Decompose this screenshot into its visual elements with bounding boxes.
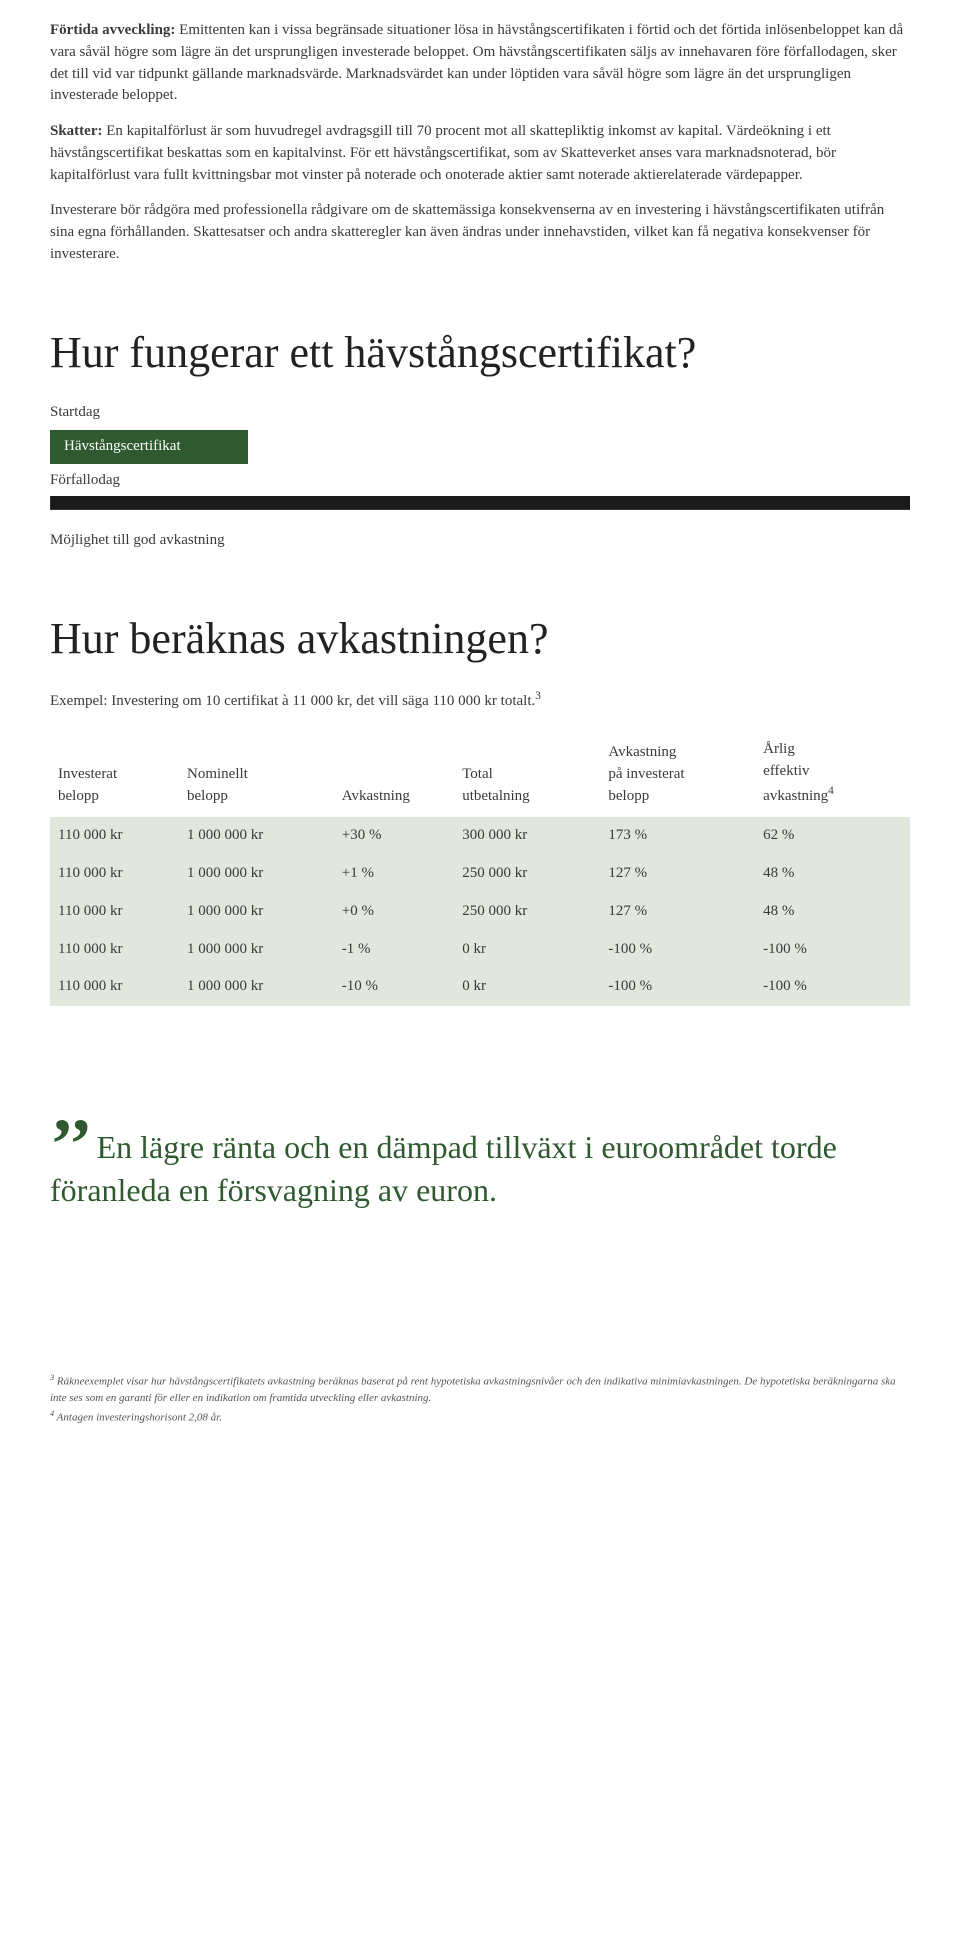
text-skatter: En kapitalförlust är som huvudregel avdr… bbox=[50, 123, 836, 183]
table-cell: 250 000 kr bbox=[454, 855, 600, 893]
footnotes: 3 Räkneexemplet visar hur hävstångscerti… bbox=[50, 1372, 910, 1425]
table-cell: 173 % bbox=[600, 817, 755, 855]
bar-timeline bbox=[50, 496, 910, 510]
table-cell: 300 000 kr bbox=[454, 817, 600, 855]
table-row: 110 000 kr1 000 000 kr+30 %300 000 kr173… bbox=[50, 817, 910, 855]
table-cell: 0 kr bbox=[454, 968, 600, 1006]
table-cell: 1 000 000 kr bbox=[179, 968, 334, 1006]
table-cell: 1 000 000 kr bbox=[179, 855, 334, 893]
paragraph-fortida: Förtida avveckling: Emittenten kan i vis… bbox=[50, 20, 910, 107]
table-cell: 110 000 kr bbox=[50, 855, 179, 893]
bar-hävstångscertifikat: Hävstångscertifikat bbox=[50, 430, 248, 464]
table-row: 110 000 kr1 000 000 kr-1 %0 kr-100 %-100… bbox=[50, 931, 910, 969]
heading-hur-beraknas: Hur beräknas avkastningen? bbox=[50, 607, 910, 671]
paragraph-skatter: Skatter: En kapitalförlust är som huvudr… bbox=[50, 121, 910, 186]
label-skatter: Skatter: bbox=[50, 123, 103, 139]
text-fortida: Emittenten kan i vissa begränsade situat… bbox=[50, 22, 903, 103]
table-cell: -10 % bbox=[334, 968, 454, 1006]
table-cell: 0 kr bbox=[454, 931, 600, 969]
example-intro: Exempel: Investering om 10 certifikat à … bbox=[50, 688, 910, 713]
example-intro-sup: 3 bbox=[535, 690, 541, 702]
label-mojlighet: Möjlighet till god avkastning bbox=[50, 530, 910, 552]
table-header: Årligeffektivavkastning4 bbox=[755, 733, 910, 817]
table-header: Avkastning bbox=[334, 733, 454, 817]
table-cell: 127 % bbox=[600, 893, 755, 931]
table-row: 110 000 kr1 000 000 kr-10 %0 kr-100 %-10… bbox=[50, 968, 910, 1006]
label-fortida: Förtida avveckling: bbox=[50, 22, 175, 38]
label-forfallodag: Förfallodag bbox=[50, 470, 910, 492]
table-header: Totalutbetalning bbox=[454, 733, 600, 817]
table-header: Nominelltbelopp bbox=[179, 733, 334, 817]
table-header: Avkastningpå investeratbelopp bbox=[600, 733, 755, 817]
table-cell: 1 000 000 kr bbox=[179, 893, 334, 931]
table-cell: 110 000 kr bbox=[50, 817, 179, 855]
heading-hur-fungerar: Hur fungerar ett hävstångscertifikat? bbox=[50, 321, 910, 385]
table-cell: -100 % bbox=[755, 968, 910, 1006]
pull-quote: ’’ En lägre ränta och en dämpad tillväxt… bbox=[50, 1126, 910, 1212]
table-header: Investeratbelopp bbox=[50, 733, 179, 817]
table-cell: +0 % bbox=[334, 893, 454, 931]
table-cell: 48 % bbox=[755, 893, 910, 931]
footnote-4-text: Antagen investeringshorisont 2,08 år. bbox=[54, 1412, 222, 1424]
bar-label: Hävstångscertifikat bbox=[64, 436, 181, 458]
calc-tbody: 110 000 kr1 000 000 kr+30 %300 000 kr173… bbox=[50, 817, 910, 1006]
table-cell: 1 000 000 kr bbox=[179, 931, 334, 969]
table-cell: 1 000 000 kr bbox=[179, 817, 334, 855]
table-cell: 62 % bbox=[755, 817, 910, 855]
table-row: 110 000 kr1 000 000 kr+1 %250 000 kr127 … bbox=[50, 855, 910, 893]
calc-thead: InvesteratbeloppNominelltbeloppAvkastnin… bbox=[50, 733, 910, 817]
table-cell: 250 000 kr bbox=[454, 893, 600, 931]
table-cell: -100 % bbox=[600, 931, 755, 969]
footnote-4: 4 Antagen investeringshorisont 2,08 år. bbox=[50, 1408, 910, 1426]
footnote-3-text: Räkneexemplet visar hur hävstångscertifi… bbox=[50, 1376, 896, 1403]
table-cell: 110 000 kr bbox=[50, 968, 179, 1006]
paragraph-investerare: Investerare bör rådgöra med professionel… bbox=[50, 200, 910, 265]
table-cell: 110 000 kr bbox=[50, 931, 179, 969]
table-cell: -1 % bbox=[334, 931, 454, 969]
table-cell: 127 % bbox=[600, 855, 755, 893]
table-cell: +1 % bbox=[334, 855, 454, 893]
label-startdag: Startdag bbox=[50, 402, 910, 424]
table-cell: 48 % bbox=[755, 855, 910, 893]
table-cell: -100 % bbox=[755, 931, 910, 969]
footnote-3: 3 Räkneexemplet visar hur hävstångscerti… bbox=[50, 1372, 910, 1405]
table-cell: +30 % bbox=[334, 817, 454, 855]
table-cell: 110 000 kr bbox=[50, 893, 179, 931]
table-header-row: InvesteratbeloppNominelltbeloppAvkastnin… bbox=[50, 733, 910, 817]
table-cell: -100 % bbox=[600, 968, 755, 1006]
calc-table: InvesteratbeloppNominelltbeloppAvkastnin… bbox=[50, 733, 910, 1006]
quote-text: En lägre ränta och en dämpad tillväxt i … bbox=[50, 1129, 837, 1208]
table-row: 110 000 kr1 000 000 kr+0 %250 000 kr127 … bbox=[50, 893, 910, 931]
example-intro-text: Exempel: Investering om 10 certifikat à … bbox=[50, 693, 535, 709]
